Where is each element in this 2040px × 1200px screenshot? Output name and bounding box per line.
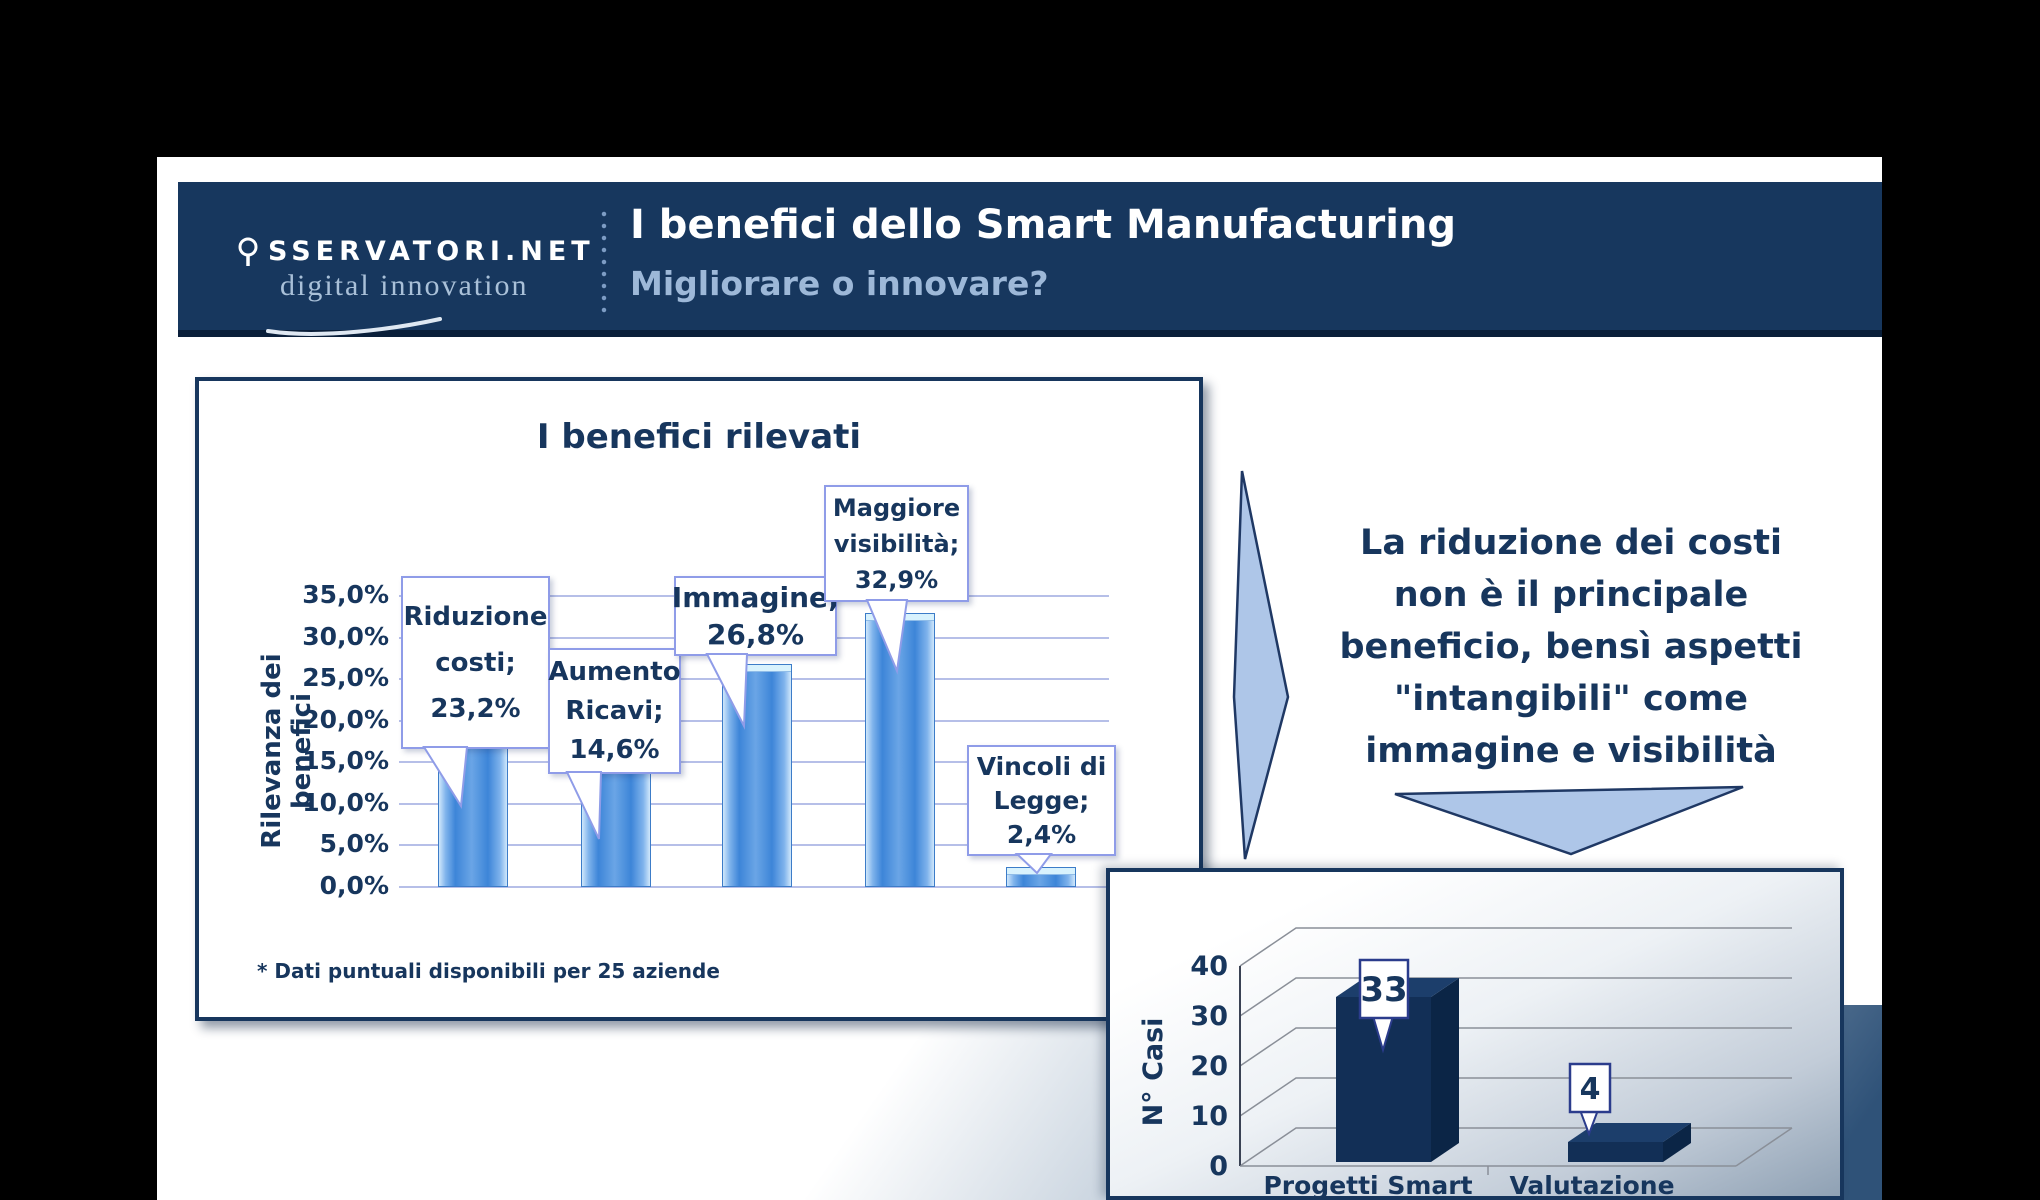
cases-bar-side [1431, 978, 1459, 1162]
slide: SSERVATORI.NET digital innovation I bene… [157, 157, 1882, 1200]
benefits-footnote: * Dati puntuali disponibili per 25 azien… [257, 959, 720, 983]
cases-gridline [1239, 977, 1792, 1017]
cases-data-label: 33 [1360, 970, 1407, 1010]
cases-chart-panel: 0 10 20 30 40 N° Casi 33 4 Progetti Smart Valutaz… [1106, 868, 1844, 1200]
callout-line: 14,6% [569, 734, 660, 765]
cases-gridline [1239, 1027, 1792, 1067]
cases-y-axis-title: N° Casi [1138, 1018, 1169, 1127]
cases-category-label: Valutazione [1509, 1171, 1674, 1196]
benefits-ytick-label: 10,0% [302, 787, 389, 817]
callout-line: Riduzione [403, 601, 548, 632]
benefits-bar-cap [1007, 868, 1075, 876]
benefits-callout: Aumento Ricavi; 14,6% [548, 648, 681, 774]
cases-ytick-label: 10 [1190, 1101, 1228, 1132]
benefits-ytick-label: 35,0% [302, 580, 389, 609]
header-bar: SSERVATORI.NET digital innovation I bene… [178, 182, 1882, 337]
callout-line: 2,4% [1006, 819, 1077, 849]
benefits-ytick-label: 30,0% [302, 621, 389, 651]
benefits-bar [865, 613, 935, 887]
logo-swoosh [266, 317, 442, 336]
callout-line: Immagine; [671, 581, 840, 614]
cases-chart: 0 10 20 30 40 N° Casi 33 4 Progetti Smart Valutaz… [1138, 927, 1793, 1196]
logo-tagline: digital innovation [280, 269, 529, 302]
dotted-separator [601, 211, 607, 323]
callout-line: Legge; [993, 785, 1090, 815]
benefits-ytick-label: 0,0% [319, 871, 389, 900]
cases-bar-front [1568, 1142, 1663, 1162]
benefits-ytick-label: 5,0% [319, 829, 389, 859]
vertical-arrow-shape [1232, 470, 1290, 860]
cases-gridline [1239, 1127, 1792, 1167]
cases-ytick-label: 30 [1190, 1001, 1228, 1032]
benefits-bar-cap [723, 665, 791, 673]
insight-line-1: La riduzione dei costi [1360, 523, 1782, 563]
benefits-chart-plot: 35,0% 30,0% 25,0% 20,0% 15,0% 10,0% 5,0% 0,0% Ri… [199, 381, 1199, 1017]
callout-line: Maggiore [832, 493, 961, 522]
insight-line-4: "intangibili" come [1394, 679, 1748, 719]
cases-floor-right [1735, 1127, 1793, 1167]
benefits-callout: Immagine; 26,8% [671, 576, 840, 656]
insight-line-3: beneficio, bensì aspetti [1339, 627, 1803, 667]
cases-gridline [1239, 1077, 1792, 1117]
benefits-ytick-label: 25,0% [302, 663, 389, 693]
callout-line: Ricavi; [565, 695, 664, 726]
benefits-y-axis-title: Rilevanza dei benefici [257, 653, 317, 849]
benefits-chart-panel: I benefici rilevati 35,0% 30,0% 25,0% 20,0%… [195, 377, 1203, 1021]
page-subtitle: Migliorare o innovare? [630, 264, 1049, 303]
callout-tails [422, 599, 1053, 875]
cases-ytick-label: 0 [1209, 1151, 1228, 1182]
logo-wordmark: SSERVATORI.NET [268, 236, 595, 267]
callout-line: visibilità; [833, 529, 960, 558]
benefits-callout: Riduzione costi; 23,2% [401, 576, 550, 749]
cases-ytick-label: 20 [1190, 1051, 1228, 1082]
insight-line-5: immagine e visibilità [1365, 731, 1777, 771]
callout-line: costi; [435, 647, 516, 678]
down-arrow-shape [1394, 785, 1744, 856]
magnifier-o-icon [238, 237, 258, 266]
callout-line: 32,9% [854, 565, 939, 594]
benefits-bar-cap [866, 614, 934, 622]
benefits-bar [581, 765, 651, 887]
benefits-ytick-label: 20,0% [302, 704, 389, 734]
benefits-ytick-label: 15,0% [302, 746, 389, 776]
insight-text: La riduzione dei costi non è il principal… [1295, 517, 1847, 777]
callout-line: Vincoli di [976, 751, 1107, 781]
callout-line: 26,8% [706, 618, 805, 651]
page-title: I benefici dello Smart Manufacturing [630, 202, 1457, 248]
benefits-chart-title: I benefici rilevati [536, 417, 862, 457]
cases-gridline [1239, 927, 1792, 967]
benefits-callout: Maggiore visibilità; 32,9% [824, 485, 969, 602]
cases-bar-top [1568, 1123, 1691, 1142]
cases-ytick-label: 40 [1190, 951, 1228, 982]
benefits-bar [1006, 867, 1076, 887]
cases-data-label-box [1568, 1062, 1612, 1114]
cases-data-label: 4 [1580, 1072, 1601, 1107]
benefits-bar [722, 664, 792, 887]
callout-line: 23,2% [430, 693, 521, 724]
benefits-callout: Vincoli di Legge; 2,4% [967, 745, 1116, 856]
insight-line-2: non è il principale [1393, 575, 1749, 615]
benefits-gridline [399, 886, 1109, 888]
callout-line: Aumento [548, 656, 681, 687]
cases-category-label: Progetti Smart [1263, 1171, 1472, 1196]
cases-bar-side [1663, 1123, 1691, 1162]
cases-data-label-box [1358, 958, 1410, 1020]
osservatori-logo: SSERVATORI.NET digital innovation [236, 236, 595, 336]
